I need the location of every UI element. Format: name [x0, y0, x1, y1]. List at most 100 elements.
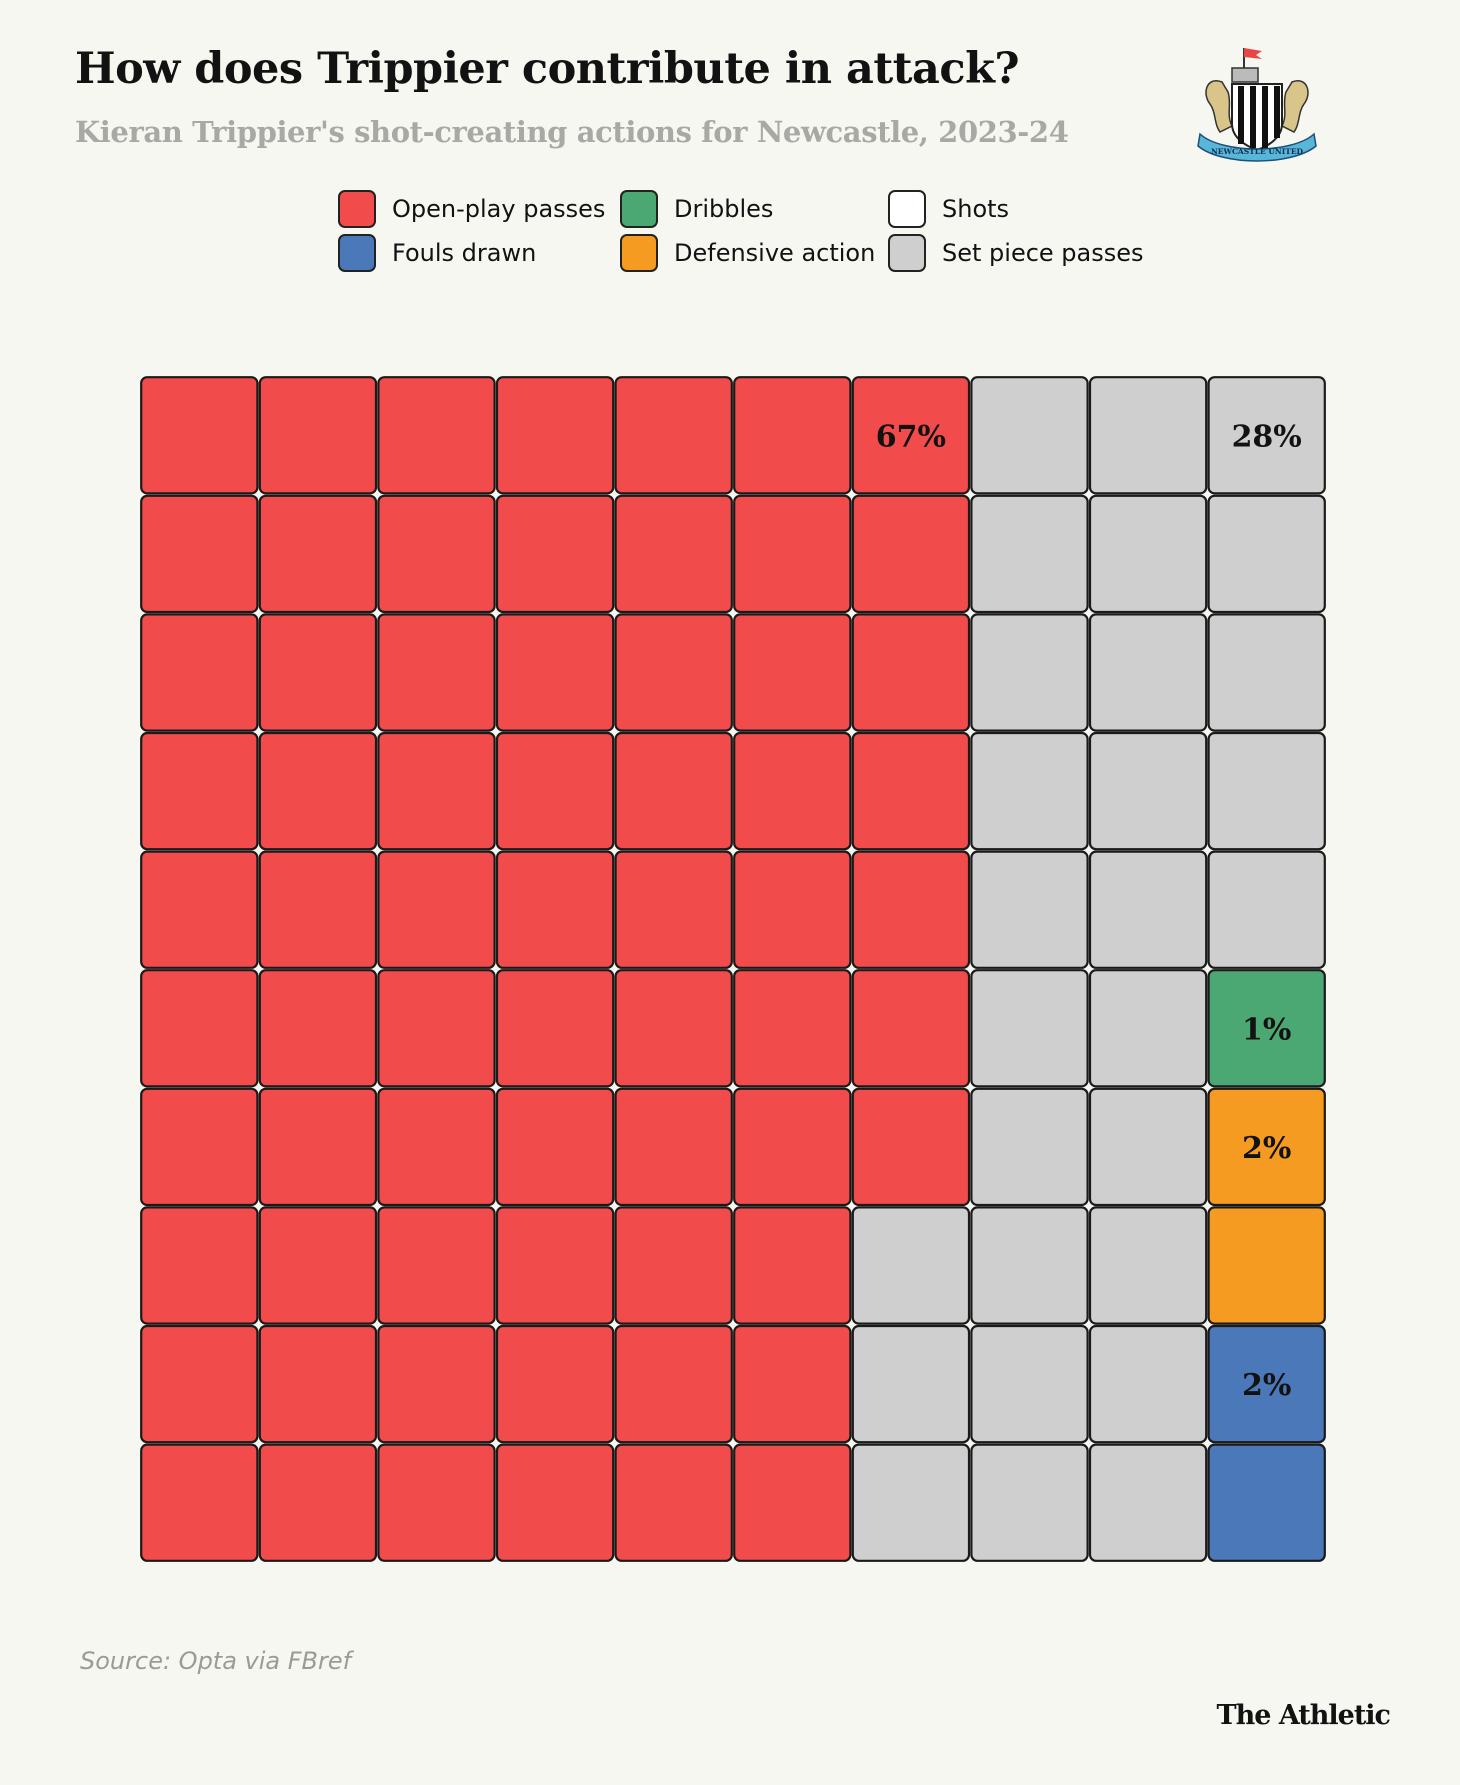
source-note: Source: Opta via FBref: [80, 1647, 352, 1675]
waffle-cell-set-piece-passes: [970, 969, 1089, 1088]
waffle-cell-open-play-passes: [614, 731, 733, 851]
legend-label: Defensive action: [674, 239, 876, 267]
waffle-cell-set-piece-passes: [1088, 1087, 1208, 1207]
waffle-cell-fouls-drawn: [1207, 1443, 1326, 1562]
waffle-cell-open-play-passes: [851, 969, 971, 1088]
waffle-cell-open-play-passes: [733, 613, 852, 732]
waffle-cell-open-play-passes: [140, 1324, 259, 1444]
legend-item-open-play-passes: Open-play passes: [338, 190, 620, 228]
legend-label: Set piece passes: [942, 239, 1144, 267]
waffle-cell-open-play-passes: [140, 969, 259, 1088]
waffle-cell-open-play-passes: [614, 1443, 733, 1562]
waffle-cell-open-play-passes: [377, 969, 496, 1088]
waffle-cell-open-play-passes: [614, 494, 733, 614]
waffle-cell-defensive-action: [1207, 1087, 1326, 1207]
waffle-cell-set-piece-passes: [1088, 613, 1208, 732]
waffle-cell-open-play-passes: [733, 1443, 852, 1562]
waffle-cell-open-play-passes: [733, 1324, 852, 1444]
waffle-cell-open-play-passes: [614, 1206, 733, 1325]
waffle-cell-open-play-passes: [140, 850, 259, 969]
waffle-cell-dribbles: [1207, 969, 1326, 1088]
waffle-cell-open-play-passes: [733, 731, 852, 851]
waffle-cell-fouls-drawn: [1207, 1324, 1326, 1444]
waffle-cell-open-play-passes: [614, 969, 733, 1088]
waffle-cell-set-piece-passes: [970, 376, 1089, 495]
waffle-cell-set-piece-passes: [1088, 1443, 1208, 1562]
legend-item-set-piece-passes: Set piece passes: [888, 234, 1148, 272]
legend-swatch-open-play-passes: [338, 190, 376, 228]
waffle-cell-open-play-passes: [495, 731, 615, 851]
newcastle-crest-logo: NEWCASTLE UNITED: [1197, 48, 1317, 162]
waffle-cell-open-play-passes: [377, 850, 496, 969]
waffle-cell-set-piece-passes: [851, 1443, 971, 1562]
legend-swatch-defensive-action: [620, 234, 658, 272]
waffle-cell-set-piece-passes: [970, 850, 1089, 969]
waffle-cell-set-piece-passes: [970, 731, 1089, 851]
legend-item-fouls-drawn: Fouls drawn: [338, 234, 620, 272]
waffle-cell-set-piece-passes: [851, 1324, 971, 1444]
data-label-fouls-drawn: 2%: [1242, 1368, 1291, 1403]
waffle-cell-set-piece-passes: [1088, 1206, 1208, 1325]
waffle-cell-open-play-passes: [258, 731, 378, 851]
waffle-cell-open-play-passes: [851, 376, 971, 495]
waffle-cell-open-play-passes: [614, 850, 733, 969]
data-label-open-play-passes: 67%: [876, 419, 946, 454]
waffle-cell-open-play-passes: [495, 1206, 615, 1325]
waffle-cell-open-play-passes: [495, 494, 615, 614]
chart-title: How does Trippier contribute in attack?: [75, 44, 1020, 94]
waffle-cell-open-play-passes: [140, 494, 259, 614]
waffle-cell-open-play-passes: [851, 613, 971, 732]
waffle-cell-open-play-passes: [614, 376, 733, 495]
legend-swatch-shots: [888, 190, 926, 228]
waffle-cell-open-play-passes: [377, 1087, 496, 1207]
waffle-cell-open-play-passes: [140, 613, 259, 732]
waffle-cell-set-piece-passes: [1207, 850, 1326, 969]
waffle-cell-defensive-action: [1207, 1206, 1326, 1325]
waffle-cell-open-play-passes: [140, 376, 259, 495]
waffle-cell-set-piece-passes: [1088, 376, 1208, 495]
waffle-cell-set-piece-passes: [970, 494, 1089, 614]
crest-ribbon-text: NEWCASTLE UNITED: [1211, 147, 1304, 156]
legend-label: Dribbles: [674, 195, 774, 223]
waffle-cell-set-piece-passes: [1207, 731, 1326, 851]
legend-item-shots: Shots: [888, 190, 1148, 228]
waffle-cell-open-play-passes: [733, 850, 852, 969]
waffle-cell-set-piece-passes: [970, 613, 1089, 732]
waffle-cell-open-play-passes: [495, 613, 615, 732]
waffle-cell-open-play-passes: [377, 731, 496, 851]
chart-subtitle: Kieran Trippier's shot-creating actions …: [75, 115, 1069, 149]
waffle-cell-open-play-passes: [140, 1206, 259, 1325]
waffle-cell-open-play-passes: [733, 969, 852, 1088]
waffle-cell-open-play-passes: [495, 376, 615, 495]
waffle-cell-open-play-passes: [851, 1087, 971, 1207]
waffle-cell-open-play-passes: [733, 494, 852, 614]
waffle-cell-set-piece-passes: [1088, 494, 1208, 614]
legend-label: Open-play passes: [392, 195, 606, 223]
waffle-cell-open-play-passes: [377, 494, 496, 614]
waffle-cell-open-play-passes: [495, 1324, 615, 1444]
data-label-set-piece-passes: 28%: [1232, 419, 1302, 454]
waffle-cell-open-play-passes: [258, 1206, 378, 1325]
legend-label: Fouls drawn: [392, 239, 537, 267]
data-label-defensive-action: 2%: [1242, 1131, 1291, 1166]
waffle-cell-set-piece-passes: [970, 1324, 1089, 1444]
waffle-cell-open-play-passes: [614, 613, 733, 732]
legend: Open-play passes Dribbles Shots Fouls dr…: [338, 190, 1148, 272]
waffle-cell-open-play-passes: [851, 494, 971, 614]
waffle-cell-open-play-passes: [614, 1087, 733, 1207]
legend-item-dribbles: Dribbles: [620, 190, 888, 228]
waffle-cell-set-piece-passes: [1088, 850, 1208, 969]
waffle-cell-set-piece-passes: [1088, 969, 1208, 1088]
data-label-dribbles: 1%: [1242, 1012, 1291, 1047]
waffle-cell-open-play-passes: [258, 850, 378, 969]
waffle-cell-set-piece-passes: [970, 1206, 1089, 1325]
waffle-cell-open-play-passes: [258, 1087, 378, 1207]
waffle-cell-open-play-passes: [495, 1087, 615, 1207]
waffle-cell-set-piece-passes: [1088, 1324, 1208, 1444]
legend-item-defensive-action: Defensive action: [620, 234, 888, 272]
waffle-cell-open-play-passes: [733, 376, 852, 495]
waffle-cell-set-piece-passes: [1207, 613, 1326, 732]
legend-swatch-dribbles: [620, 190, 658, 228]
the-athletic-logo: The Athletic: [1216, 1700, 1391, 1731]
